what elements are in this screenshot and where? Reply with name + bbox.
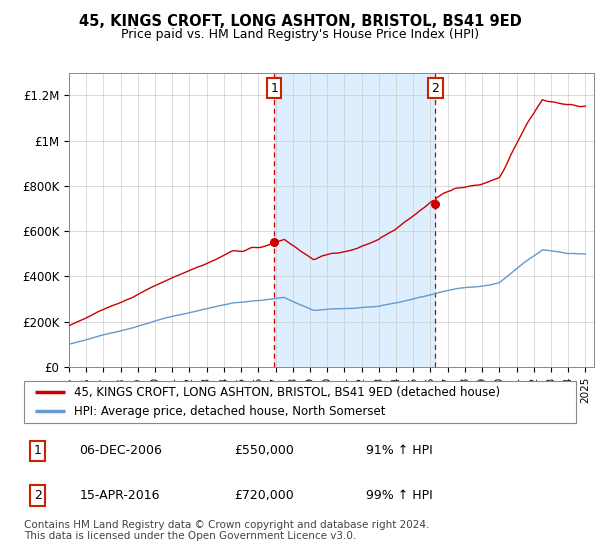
Text: 1: 1 bbox=[34, 444, 42, 458]
Text: 45, KINGS CROFT, LONG ASHTON, BRISTOL, BS41 9ED: 45, KINGS CROFT, LONG ASHTON, BRISTOL, B… bbox=[79, 14, 521, 29]
Text: 15-APR-2016: 15-APR-2016 bbox=[79, 489, 160, 502]
Bar bbox=[274, 73, 436, 367]
Text: 1: 1 bbox=[270, 82, 278, 95]
Text: 06-DEC-2006: 06-DEC-2006 bbox=[79, 444, 162, 458]
Text: HPI: Average price, detached house, North Somerset: HPI: Average price, detached house, Nort… bbox=[74, 405, 385, 418]
Text: Price paid vs. HM Land Registry's House Price Index (HPI): Price paid vs. HM Land Registry's House … bbox=[121, 28, 479, 41]
Text: 2: 2 bbox=[431, 82, 439, 95]
Text: £720,000: £720,000 bbox=[234, 489, 293, 502]
Text: 2: 2 bbox=[34, 489, 42, 502]
Text: Contains HM Land Registry data © Crown copyright and database right 2024.
This d: Contains HM Land Registry data © Crown c… bbox=[24, 520, 430, 542]
Text: £550,000: £550,000 bbox=[234, 444, 293, 458]
Text: 91% ↑ HPI: 91% ↑ HPI bbox=[366, 444, 433, 458]
Text: 99% ↑ HPI: 99% ↑ HPI bbox=[366, 489, 433, 502]
Text: 45, KINGS CROFT, LONG ASHTON, BRISTOL, BS41 9ED (detached house): 45, KINGS CROFT, LONG ASHTON, BRISTOL, B… bbox=[74, 386, 500, 399]
